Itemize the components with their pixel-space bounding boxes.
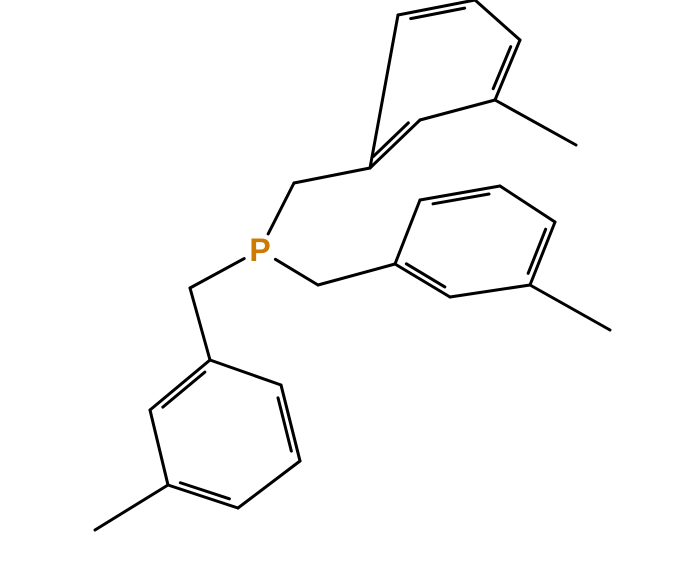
bond bbox=[294, 168, 370, 183]
bond bbox=[318, 264, 395, 285]
bond bbox=[395, 200, 420, 264]
bond bbox=[475, 0, 520, 40]
bond bbox=[95, 485, 168, 530]
bond bbox=[420, 100, 495, 120]
molecule-diagram: P bbox=[0, 0, 695, 567]
bond bbox=[495, 40, 520, 100]
bond bbox=[168, 485, 238, 508]
bond bbox=[210, 360, 281, 385]
bond-double bbox=[163, 372, 205, 407]
bond bbox=[238, 461, 300, 508]
bond bbox=[268, 183, 294, 234]
bond bbox=[275, 259, 318, 285]
bond bbox=[450, 285, 530, 297]
atom-label-p: P bbox=[249, 232, 270, 268]
bond bbox=[530, 285, 610, 330]
bond bbox=[190, 259, 244, 288]
bond bbox=[395, 264, 450, 297]
bond bbox=[190, 288, 210, 360]
bond bbox=[150, 360, 210, 410]
bond bbox=[530, 222, 555, 285]
bond bbox=[495, 100, 576, 145]
bond bbox=[500, 186, 555, 222]
bond bbox=[150, 410, 168, 485]
